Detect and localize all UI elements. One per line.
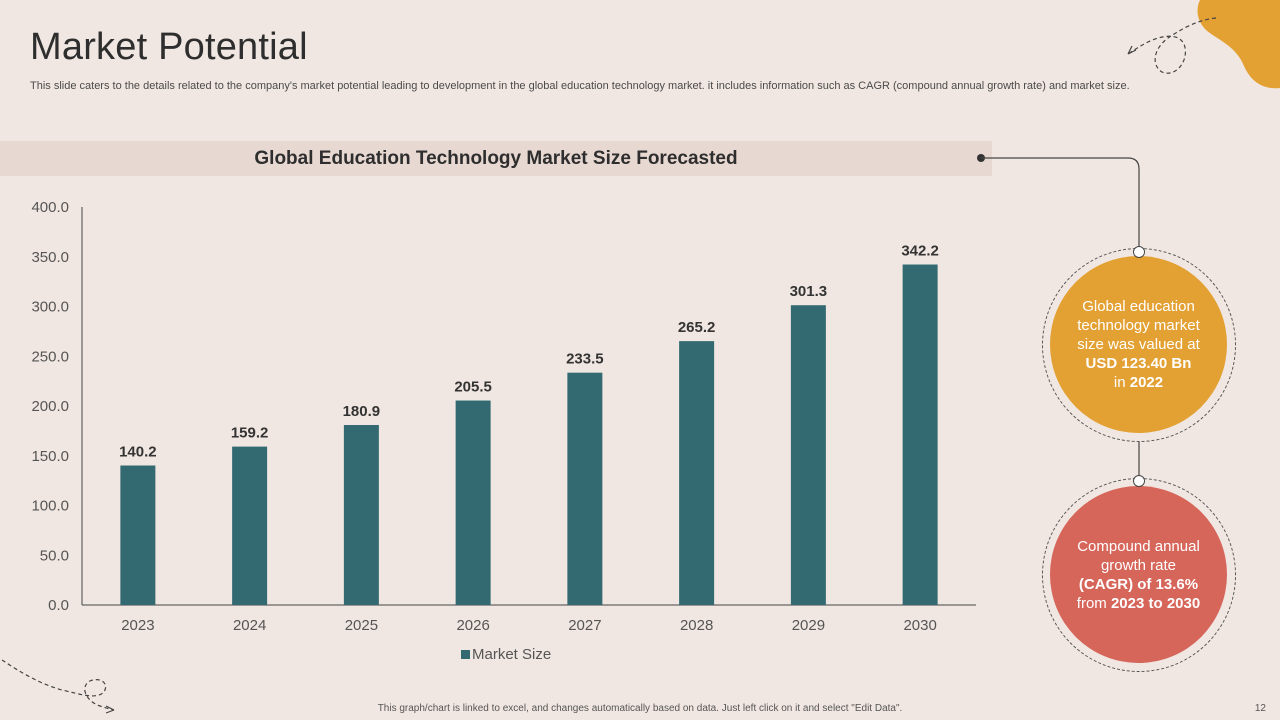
y-tick-label: 100.0 <box>31 498 69 515</box>
arrowhead-bottom <box>105 705 115 714</box>
bar <box>343 425 379 605</box>
cagr-line1: Compound annual <box>1077 537 1200 555</box>
data-label: 265.2 <box>678 319 716 336</box>
market-value-line3: size was valued at <box>1077 336 1200 353</box>
y-tick-label: 150.0 <box>31 448 69 465</box>
x-tick-label: 2027 <box>568 617 601 634</box>
bar <box>567 372 603 605</box>
bar <box>679 341 715 605</box>
footer-note: This graph/chart is linked to excel, and… <box>377 703 903 714</box>
data-label: 301.3 <box>790 283 828 300</box>
y-tick-label: 0.0 <box>48 597 69 614</box>
cagr-callout: Compound annual growth rate (CAGR) of 13… <box>1042 478 1236 672</box>
page-subtitle: This slide caters to the details related… <box>30 80 1130 92</box>
bar <box>120 465 156 605</box>
callout-ring-dot-top <box>1133 246 1145 258</box>
market-value-circle: Global education technology market size … <box>1050 256 1227 433</box>
dashed-loop-arrow-bottom <box>1 659 115 711</box>
page-title: Market Potential <box>30 26 308 68</box>
y-tick-label: 200.0 <box>31 398 69 415</box>
y-tick-label: 50.0 <box>40 547 69 564</box>
bar <box>455 400 491 605</box>
y-tick-label: 400.0 <box>31 199 69 216</box>
market-value-line1: Global education <box>1082 298 1195 315</box>
x-tick-label: 2024 <box>233 617 266 634</box>
data-label: 233.5 <box>566 351 604 368</box>
market-value-amount: USD 123.40 Bn <box>1085 355 1192 372</box>
dashed-loop-arrow-top <box>1127 17 1217 74</box>
y-tick-label: 300.0 <box>31 299 69 316</box>
connector-line <box>981 157 1140 252</box>
x-tick-label: 2026 <box>456 617 489 634</box>
legend-label: Market Size <box>472 646 551 663</box>
bar <box>902 264 938 605</box>
orange-blob-shape <box>1197 0 1280 89</box>
bar <box>232 446 268 605</box>
cagr-line2: growth rate <box>1100 556 1177 574</box>
x-tick-label: 2025 <box>345 617 378 634</box>
cagr-circle: Compound annual growth rate (CAGR) of 13… <box>1050 486 1227 663</box>
legend-swatch <box>461 650 470 659</box>
market-value-year: 2022 <box>1129 374 1164 391</box>
y-tick-label: 350.0 <box>31 249 69 266</box>
cagr-line4: from 2023 to 2030 <box>1077 594 1200 613</box>
market-value-year-prefix: in <box>1113 374 1130 391</box>
cagr-range: 2023 to 2030 <box>1110 594 1201 612</box>
chart-title-band: Global Education Technology Market Size … <box>0 141 992 176</box>
arrowhead-top <box>1127 45 1137 55</box>
data-label: 180.9 <box>343 403 381 420</box>
data-label: 159.2 <box>231 425 269 442</box>
data-label: 140.2 <box>119 444 157 461</box>
bar-chart: 0.0 50.0 100.0 150.0 200.0 250.0 300.0 350.0 400… <box>31 199 976 663</box>
x-tick-label: 2028 <box>680 617 713 634</box>
data-label: 205.5 <box>454 379 492 396</box>
data-label: 342.2 <box>901 243 939 260</box>
x-tick-label: 2023 <box>121 617 154 634</box>
callout-ring-dot-bottom <box>1133 475 1145 487</box>
market-value-line2: technology market <box>1077 317 1200 334</box>
x-tick-label: 2029 <box>792 617 825 634</box>
market-value-callout: Global education technology market size … <box>1042 248 1236 442</box>
cagr-range-prefix: from <box>1076 594 1111 612</box>
bar <box>790 305 826 605</box>
y-tick-label: 250.0 <box>31 348 69 365</box>
chart-title: Global Education Technology Market Size … <box>254 148 738 169</box>
cagr-value: (CAGR) of 13.6% <box>1078 575 1199 593</box>
page-number: 12 <box>1254 703 1266 714</box>
x-tick-label: 2030 <box>903 617 936 634</box>
market-value-line5: in 2022 <box>1114 373 1163 392</box>
